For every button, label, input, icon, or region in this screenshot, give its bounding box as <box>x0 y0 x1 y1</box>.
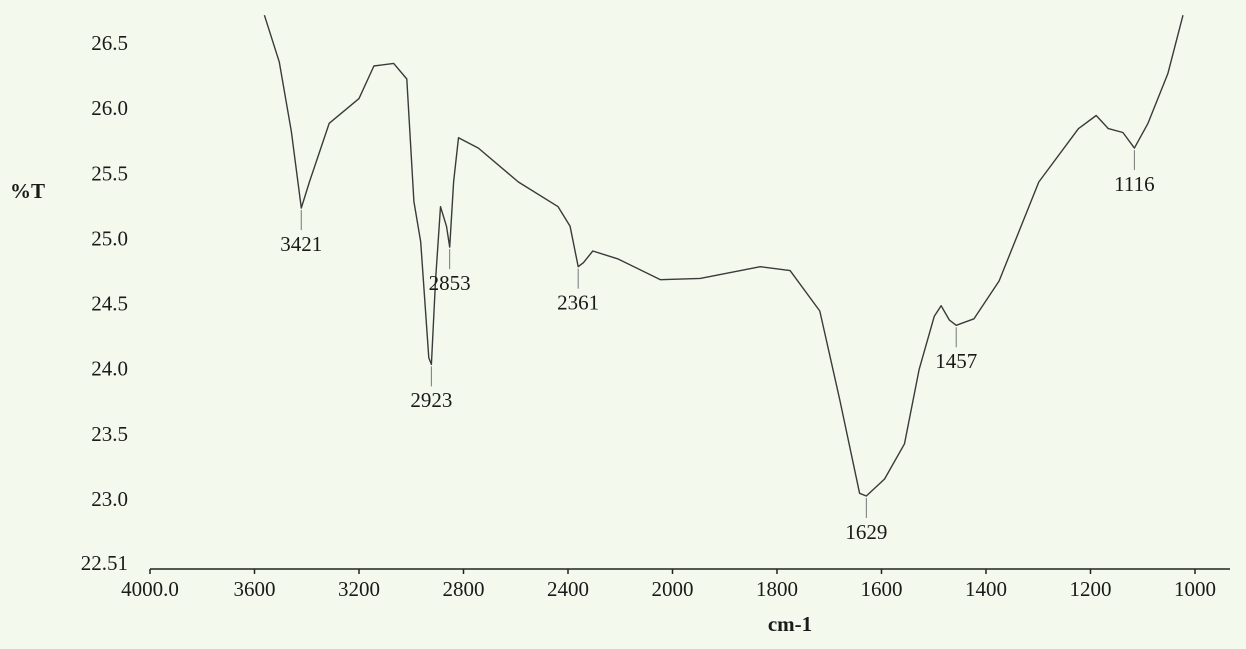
x-axis-label: cm-1 <box>768 612 812 636</box>
y-tick-label: 25.5 <box>91 161 128 185</box>
y-tick-label: 22.51 <box>81 551 128 575</box>
y-tick-label: 23.5 <box>91 422 128 446</box>
y-axis-label: %T <box>10 179 45 203</box>
y-tick-label: 26.0 <box>91 96 128 120</box>
spectrum-line <box>263 14 1184 497</box>
x-tick-label: 2000 <box>651 577 693 601</box>
y-tick-label: 24.5 <box>91 292 128 316</box>
x-tick-label: 1000 <box>1174 577 1216 601</box>
y-tick-label: 23.0 <box>91 487 128 511</box>
peak-label: 1116 <box>1114 172 1154 196</box>
peak-label: 3421 <box>280 232 322 256</box>
x-tick-label: 1600 <box>860 577 902 601</box>
peak-label: 1457 <box>935 349 977 373</box>
peak-label: 2923 <box>410 388 452 412</box>
y-tick-label: 25.0 <box>91 226 128 250</box>
x-tick-label: 1800 <box>756 577 798 601</box>
x-tick-label: 4000.0 <box>121 577 179 601</box>
x-tick-label: 1400 <box>965 577 1007 601</box>
x-tick-label: 1200 <box>1069 577 1111 601</box>
peak-label: 1629 <box>845 520 887 544</box>
peak-label: 2853 <box>429 271 471 295</box>
x-tick-label: 2800 <box>442 577 484 601</box>
x-tick-label: 2400 <box>547 577 589 601</box>
y-tick-label: 24.0 <box>91 357 128 381</box>
peak-label: 2361 <box>557 290 599 314</box>
x-tick-label: 3200 <box>338 577 380 601</box>
x-tick-label: 3600 <box>233 577 275 601</box>
y-tick-label: 26.5 <box>91 31 128 55</box>
